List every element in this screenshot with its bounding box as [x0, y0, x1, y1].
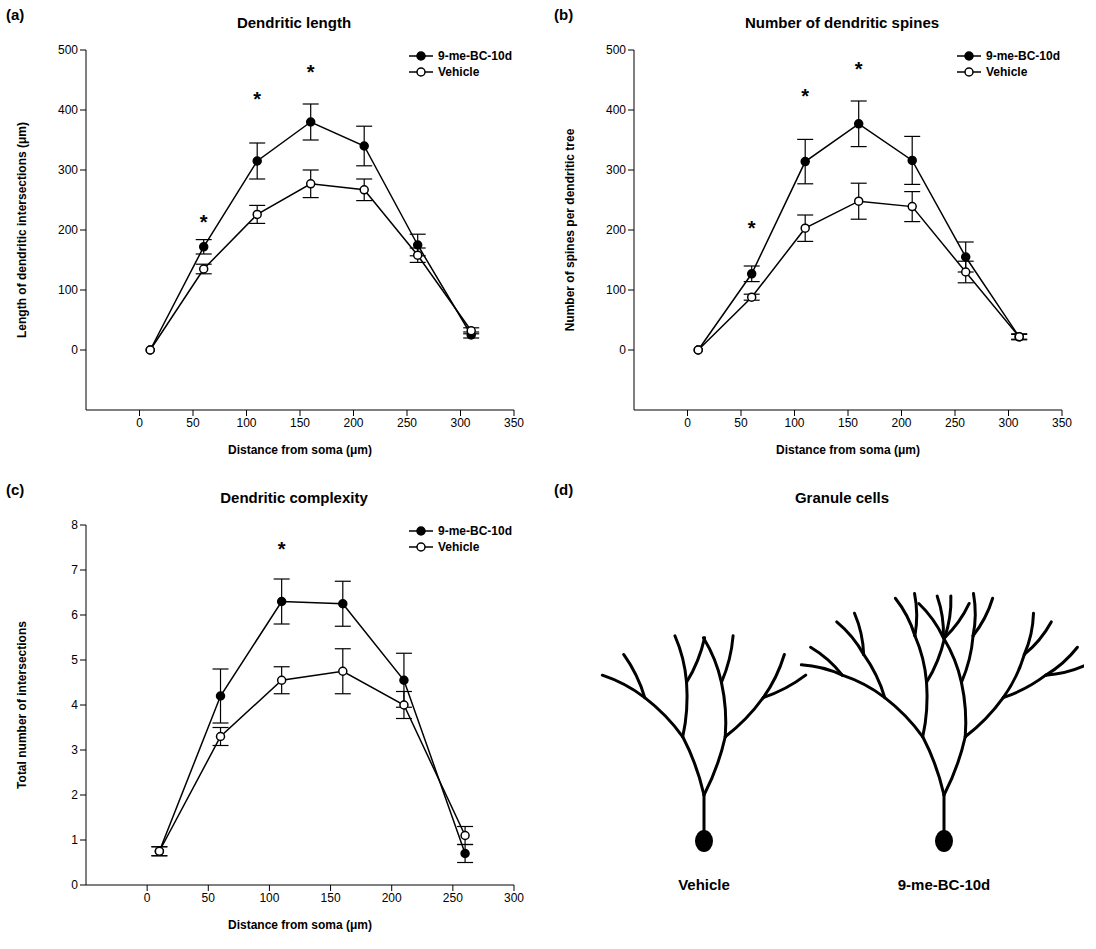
svg-text:9-me-BC-10d: 9-me-BC-10d: [898, 876, 991, 893]
svg-text:300: 300: [450, 416, 470, 430]
svg-text:*: *: [278, 537, 286, 559]
svg-text:200: 200: [343, 416, 363, 430]
svg-text:250: 250: [443, 890, 463, 904]
html-text:(a): (a): [6, 6, 25, 23]
svg-text:100: 100: [784, 416, 804, 430]
svg-text:500: 500: [58, 43, 78, 57]
html-text:9-me-BC-10d: 9-me-BC-10d: [438, 49, 512, 63]
svg-text:Distance from soma (μm): Distance from soma (μm): [228, 443, 372, 457]
svg-text:Distance from soma (μm): Distance from soma (μm): [228, 918, 372, 932]
svg-text:*: *: [748, 217, 756, 239]
svg-text:100: 100: [606, 283, 626, 297]
svg-text:500: 500: [606, 43, 626, 57]
svg-text:300: 300: [504, 890, 524, 904]
svg-text:*: *: [307, 61, 315, 83]
svg-text:0: 0: [144, 890, 151, 904]
html-text:9-me-BC-10d: 9-me-BC-10d: [438, 523, 512, 538]
html-text:(d): (d): [554, 480, 574, 498]
svg-text:1: 1: [71, 833, 78, 847]
svg-text:Distance from soma (μm): Distance from soma (μm): [776, 443, 920, 457]
svg-text:*: *: [200, 211, 208, 233]
svg-text:200: 200: [382, 890, 402, 904]
svg-text:0: 0: [619, 343, 626, 357]
svg-text:200: 200: [58, 223, 78, 237]
svg-text:350: 350: [504, 416, 524, 430]
svg-text:6: 6: [71, 608, 78, 622]
svg-text:100: 100: [259, 890, 279, 904]
svg-text:0: 0: [71, 343, 78, 357]
svg-text:*: *: [253, 88, 261, 110]
html-text:(b): (b): [554, 6, 574, 23]
html-text:Dendritic complexity: Dendritic complexity: [220, 488, 368, 506]
html-text:Vehicle: Vehicle: [438, 65, 480, 79]
html-text:Vehicle: Vehicle: [986, 65, 1028, 79]
svg-text:*: *: [855, 58, 863, 80]
svg-text:Length of dendritic intersecti: Length of dendritic intersections (μm): [15, 122, 29, 338]
svg-text:4: 4: [71, 698, 78, 712]
html-text:(c): (c): [6, 480, 25, 498]
svg-text:50: 50: [734, 416, 748, 430]
svg-text:Total number of intersections: Total number of intersections: [15, 620, 29, 788]
html-text:Granule cells: Granule cells: [794, 488, 890, 506]
svg-text:150: 150: [838, 416, 858, 430]
svg-text:Number of spines per dendritic: Number of spines per dendritic tree: [563, 128, 577, 331]
svg-text:300: 300: [998, 416, 1018, 430]
svg-text:250: 250: [397, 416, 417, 430]
svg-text:0: 0: [71, 878, 78, 892]
svg-text:8: 8: [71, 518, 78, 532]
svg-text:Vehicle: Vehicle: [678, 876, 730, 893]
svg-text:300: 300: [606, 163, 626, 177]
svg-text:100: 100: [58, 283, 78, 297]
svg-text:50: 50: [202, 890, 216, 904]
svg-text:50: 50: [186, 416, 200, 430]
svg-text:150: 150: [290, 416, 310, 430]
html-text:9-me-BC-10d: 9-me-BC-10d: [986, 49, 1060, 63]
html-text:Dendritic length: Dendritic length: [236, 14, 352, 31]
svg-text:200: 200: [606, 223, 626, 237]
svg-text:7: 7: [71, 563, 78, 577]
svg-text:150: 150: [321, 890, 341, 904]
svg-text:0: 0: [684, 416, 691, 430]
svg-text:5: 5: [71, 653, 78, 667]
svg-text:200: 200: [891, 416, 911, 430]
svg-text:300: 300: [58, 163, 78, 177]
svg-text:400: 400: [58, 103, 78, 117]
svg-text:3: 3: [71, 743, 78, 757]
svg-text:100: 100: [236, 416, 256, 430]
html-text:Vehicle: Vehicle: [438, 539, 480, 554]
svg-text:2: 2: [71, 788, 78, 802]
html-text:Number of dendritic spines: Number of dendritic spines: [744, 14, 940, 31]
svg-text:*: *: [801, 85, 809, 107]
svg-text:400: 400: [606, 103, 626, 117]
svg-text:250: 250: [945, 416, 965, 430]
svg-text:350: 350: [1052, 416, 1072, 430]
svg-text:0: 0: [136, 416, 143, 430]
